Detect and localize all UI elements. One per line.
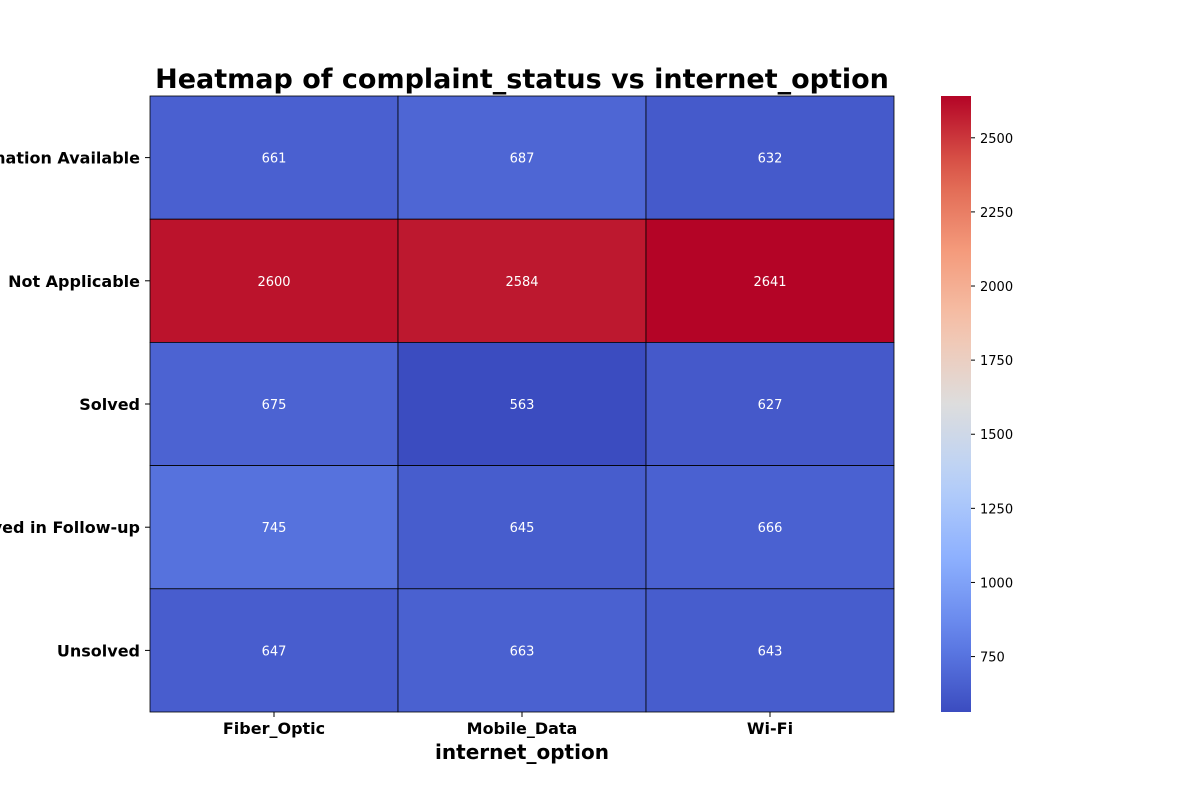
heatmap-cell [149,465,399,590]
heatmap-cell-value: 745 [262,521,287,536]
x-tick-label: Mobile_Data [467,719,578,738]
heatmap-cell [645,95,895,220]
heatmap-cell [645,588,895,713]
heatmap-cell [397,341,647,466]
heatmap-cell-value: 2600 [257,275,290,290]
heatmap-cell-value: 661 [262,152,287,167]
heatmap-cell [149,95,399,220]
heatmap-cell-value: 627 [758,398,783,413]
y-tick-label: No Information Available [0,149,140,168]
colorbar-gradient-bar [941,96,971,712]
heatmap-grid: 661 687 632 2600 2584 2641 675 563 627 745 645 666 6… [149,95,895,713]
heatmap-cell-value: 563 [510,398,535,413]
heatmap-cell-value: 687 [510,152,535,167]
y-axis-ticks: No Information Available Not Applicable So… [0,149,150,660]
y-tick-label: Solved in Follow-up [0,518,140,537]
x-tick-label: Wi-Fi [747,719,793,738]
heatmap-cell-value: 663 [510,644,535,659]
colorbar-tick-label: 1250 [980,502,1013,517]
colorbar-tick-label: 750 [980,651,1005,666]
heatmap-cell-value: 2584 [505,275,538,290]
colorbar-tick-label: 2500 [980,132,1013,147]
x-axis-ticks: Fiber_Optic Mobile_Data Wi-Fi [223,712,793,738]
x-axis-label: internet_option [435,740,609,764]
heatmap-cell-value: 675 [262,398,287,413]
heatmap-cell-value: 643 [758,644,783,659]
heatmap-cell [645,218,895,343]
colorbar-tick-label: 1500 [980,428,1013,443]
heatmap-cell [149,341,399,466]
heatmap-cell [149,218,399,343]
heatmap-cell [397,588,647,713]
colorbar-tick-label: 2000 [980,280,1013,295]
heatmap-cell [397,218,647,343]
y-tick-label: Not Applicable [8,272,140,291]
heatmap-cell [397,95,647,220]
heatmap-cell-value: 666 [758,521,783,536]
chart-title: Heatmap of complaint_status vs internet_… [155,64,889,95]
y-tick-label: Solved [79,395,140,414]
heatmap-cell-value: 632 [758,152,783,167]
colorbar-tick-label: 1750 [980,354,1013,369]
y-tick-label: Unsolved [57,641,140,660]
heatmap-cell [645,465,895,590]
heatmap-cell-value: 2641 [753,275,786,290]
colorbar-tick-label: 1000 [980,576,1013,591]
heatmap-cell-value: 645 [510,521,535,536]
x-tick-label: Fiber_Optic [223,719,325,738]
colorbar-tick-label: 2250 [980,206,1013,221]
heatmap-cell-value: 647 [262,644,287,659]
colorbar: 750 1000 1250 1500 1750 2000 2250 2500 [941,96,1013,712]
heatmap-cell [149,588,399,713]
colorbar-ticks: 750 1000 1250 1500 1750 2000 2250 2500 [971,132,1013,666]
